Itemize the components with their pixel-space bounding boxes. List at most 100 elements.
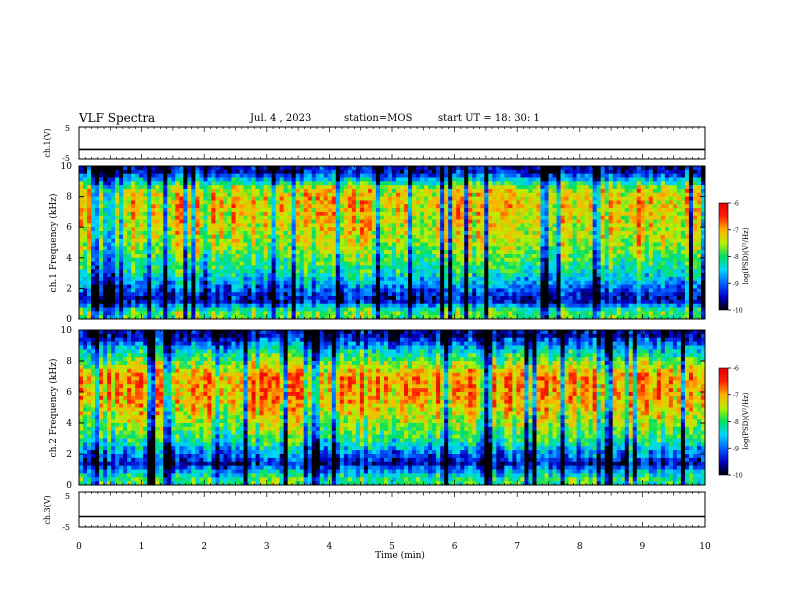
spectrogram-cell — [199, 177, 204, 182]
spectrogram-cell — [512, 208, 517, 213]
spectrogram-cell — [428, 288, 433, 293]
spectrogram-cell — [560, 173, 565, 178]
spectrogram-cell — [355, 276, 361, 282]
spectrogram-cell — [367, 253, 373, 259]
spectrogram-cell — [147, 166, 152, 171]
spectrogram-cell — [83, 257, 88, 263]
spectrogram-cell — [351, 200, 357, 205]
spectrogram-cell — [367, 242, 373, 247]
spectrogram-cell — [239, 299, 244, 305]
spectrogram-cell — [456, 265, 461, 270]
spectrogram-cell — [259, 166, 264, 171]
spectrogram-cell — [87, 169, 92, 175]
spectrogram-cell — [131, 231, 136, 236]
spectrogram-cell — [159, 238, 164, 243]
spectrogram-cell — [528, 227, 533, 232]
spectrogram-cell — [400, 273, 405, 278]
spectrogram-cell — [436, 284, 441, 289]
spectrogram-cell — [520, 185, 525, 190]
spectrogram-cell — [303, 246, 309, 251]
spectrogram-cell — [500, 231, 505, 236]
spectrogram-cell — [548, 242, 553, 247]
spectrogram-cell — [179, 257, 184, 263]
spectrogram-cell — [131, 200, 136, 205]
spectrogram-cell — [223, 188, 228, 194]
spectrogram-cell — [460, 242, 465, 247]
spectrogram-cell — [211, 257, 216, 263]
spectrogram-cell — [572, 231, 577, 236]
spectrogram-cell — [203, 250, 208, 255]
spectrogram-cell — [219, 181, 224, 186]
spectrogram-cell — [319, 299, 325, 305]
spectrogram-cell — [351, 257, 357, 263]
spectrogram-cell — [143, 192, 148, 198]
spectrogram-cell — [247, 296, 252, 301]
spectrogram-cell — [448, 303, 453, 308]
spectrogram-cell — [456, 307, 461, 312]
spectrogram-cell — [404, 173, 409, 178]
spectrogram-cell — [480, 200, 485, 205]
spectrogram-cell — [468, 234, 473, 240]
spectrogram-cell — [219, 208, 224, 213]
spectrogram-cell — [432, 303, 437, 308]
spectrogram-cell — [472, 311, 477, 316]
spectrogram-cell — [408, 250, 413, 255]
spectrogram-cell — [536, 211, 541, 217]
spectrogram-cell — [500, 192, 505, 198]
spectrogram-cell — [243, 177, 248, 182]
spectrogram-cell — [568, 169, 573, 175]
spectrogram-cell — [383, 307, 389, 312]
spectrogram-cell — [520, 238, 525, 243]
spectrogram-cell — [548, 307, 553, 312]
spectrogram-cell — [416, 257, 421, 263]
spectrogram-cell — [448, 223, 453, 228]
spectrogram-cell — [183, 257, 188, 263]
spectrogram-cell — [404, 273, 409, 278]
spectrogram-cell — [396, 307, 401, 312]
spectrogram-cell — [287, 257, 293, 263]
spectrogram-cell — [392, 166, 397, 171]
spectrogram-cell — [199, 185, 204, 190]
spectrogram-cell — [456, 223, 461, 228]
spectrogram-cell — [536, 196, 541, 201]
spectrogram-cell — [147, 227, 152, 232]
spectrogram-cell — [536, 303, 541, 308]
spectrogram-cell — [279, 257, 285, 263]
spectrogram-cell — [115, 238, 120, 243]
spectrogram-cell — [207, 276, 212, 282]
spectrogram-cell — [207, 185, 212, 190]
spectrogram-cell — [223, 311, 228, 316]
spectrogram-cell — [187, 173, 192, 178]
spectrogram-cell — [295, 273, 301, 278]
spectrogram-cell — [179, 173, 184, 178]
spectrogram-cell — [363, 273, 369, 278]
spectrogram-cell — [371, 292, 377, 297]
spectrogram-cell — [119, 169, 124, 175]
spectrogram-cell — [291, 288, 297, 293]
spectrogram-cell — [335, 242, 341, 247]
spectrogram-cell — [480, 188, 485, 194]
spectrogram-cell — [484, 288, 489, 293]
spectrogram-cell — [211, 288, 216, 293]
spectrogram-cell — [147, 261, 152, 266]
spectrogram-cell — [147, 177, 152, 182]
spectrogram-cell — [215, 292, 220, 297]
spectrogram-cell — [319, 250, 325, 255]
spectrogram-cell — [215, 227, 220, 232]
spectrogram-cell — [556, 257, 561, 263]
spectrogram-cell — [379, 173, 385, 178]
spectrogram-cell — [287, 288, 293, 293]
spectrogram-cell — [247, 276, 252, 282]
spectrogram-cell — [251, 188, 256, 194]
spectrogram-cell — [95, 227, 100, 232]
spectrogram-cell — [460, 192, 465, 198]
spectrogram-cell — [492, 234, 497, 240]
spectrogram-cell — [536, 231, 541, 236]
spectrogram-cell — [211, 250, 216, 255]
spectrogram-cell — [379, 288, 385, 293]
spectrogram-cell — [476, 315, 481, 320]
spectrogram-cell — [239, 238, 244, 243]
spectrogram-cell — [115, 196, 120, 201]
spectrogram-cell — [576, 204, 581, 209]
spectrogram-cell — [572, 265, 577, 270]
